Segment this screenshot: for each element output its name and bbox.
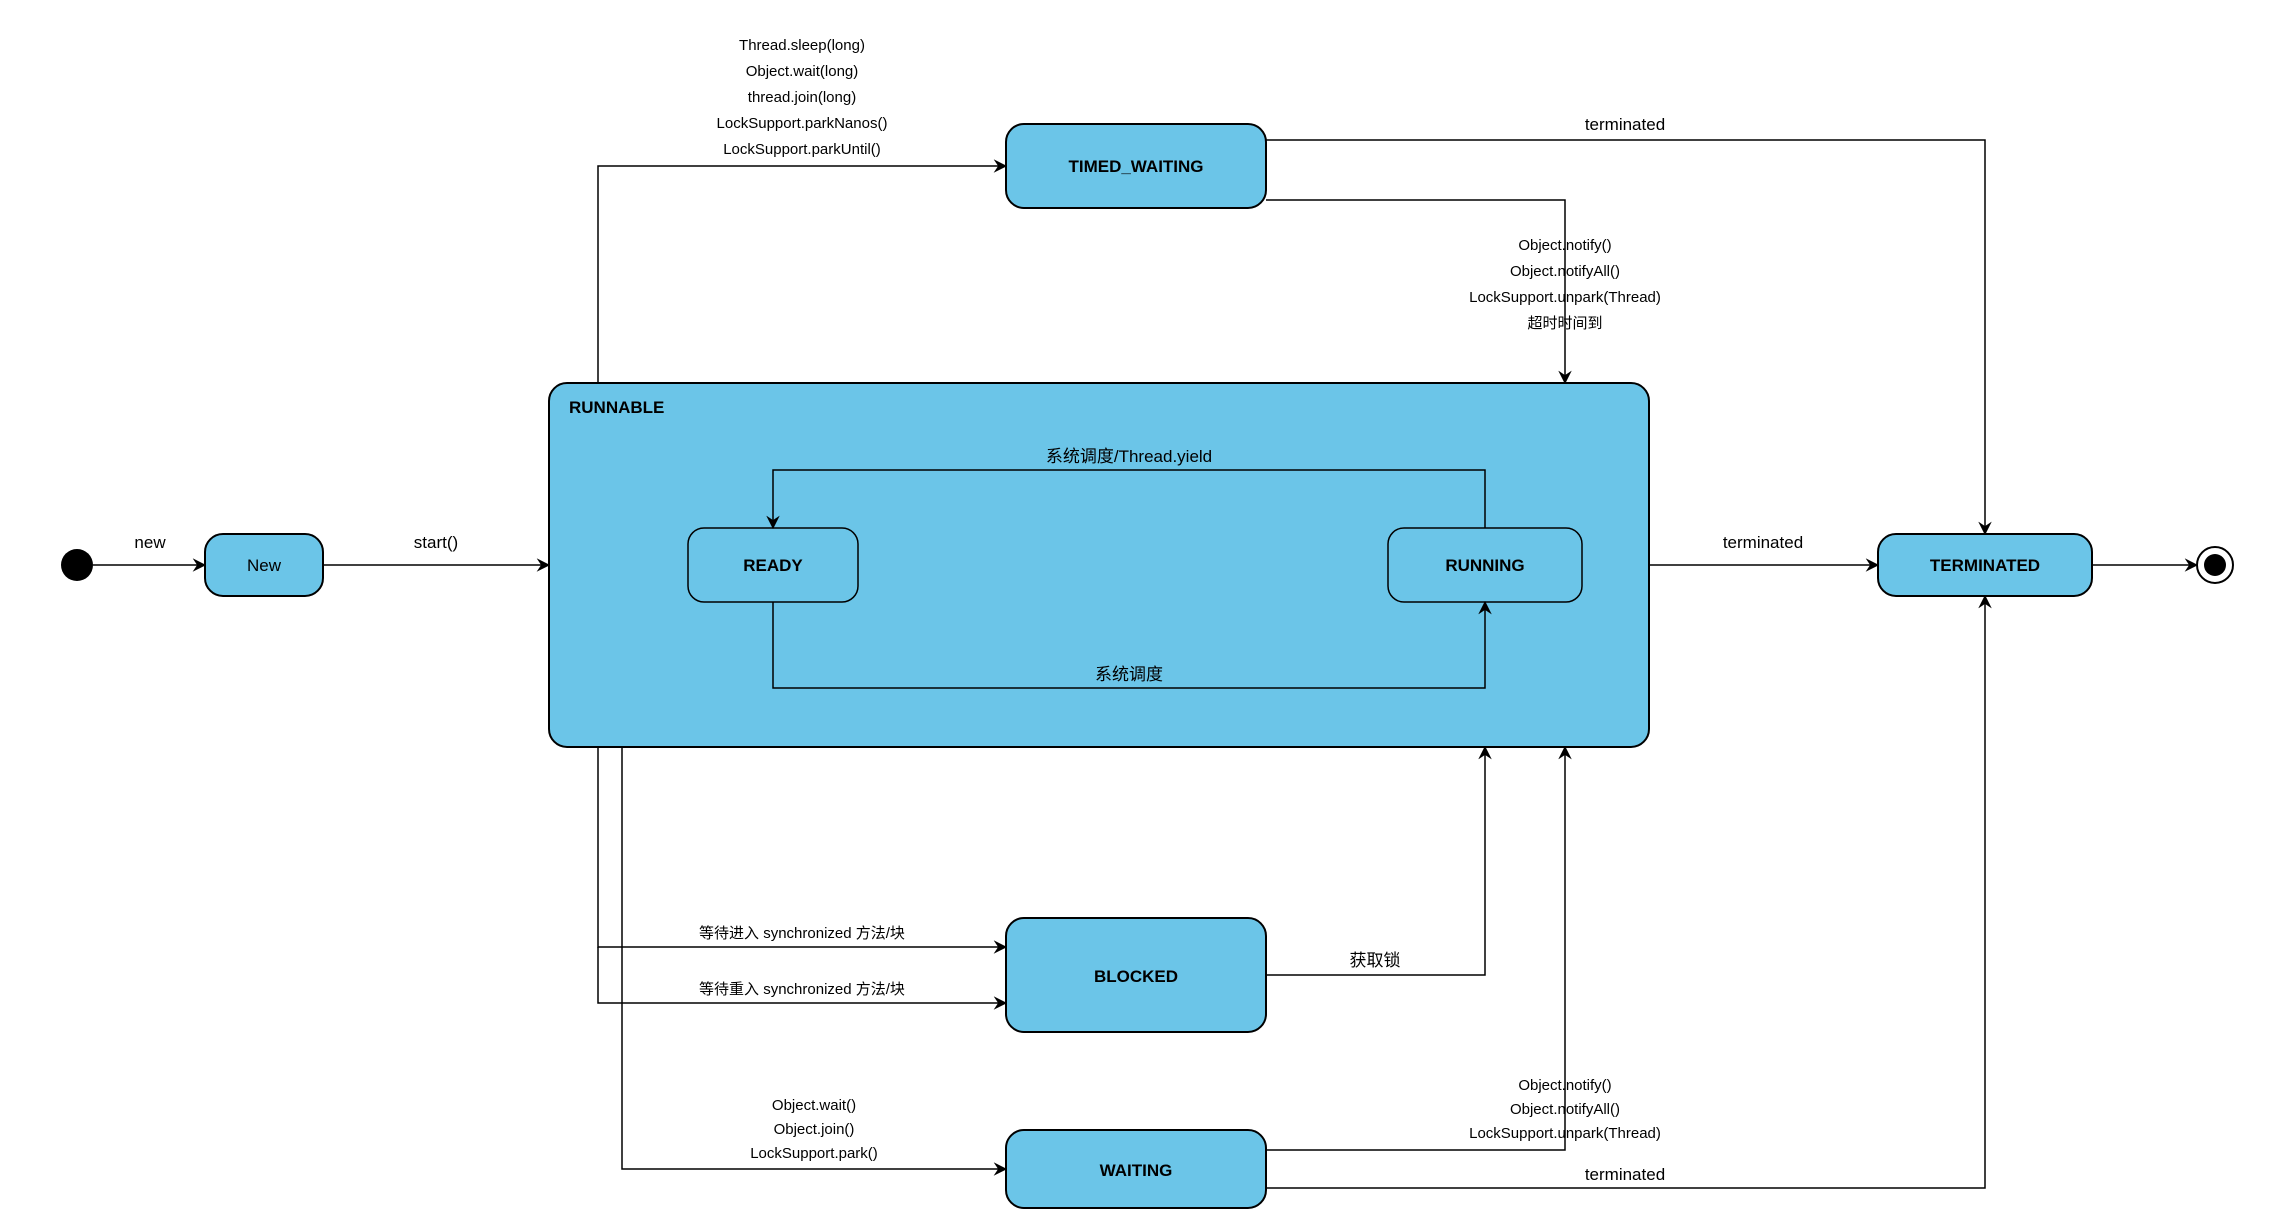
runnable-title: RUNNABLE [569, 398, 664, 417]
label-from-timed-2: Object.notifyAll() [1510, 263, 1620, 280]
label-wait-out3: LockSupport.unpark(Thread) [1469, 1125, 1661, 1142]
edge-runnable-blocked-1 [598, 747, 1006, 947]
label-sched: 系统调度 [1095, 665, 1163, 684]
label-wait-in3: LockSupport.park() [750, 1145, 878, 1162]
label-wait-in1: Object.wait() [772, 1097, 856, 1114]
label-wait-out2: Object.notifyAll() [1510, 1101, 1620, 1118]
ready-label: READY [743, 556, 803, 575]
label-yield: 系统调度/Thread.yield [1046, 447, 1212, 466]
label-from-timed-3: LockSupport.unpark(Thread) [1469, 289, 1661, 306]
label-waiting-term: terminated [1585, 1165, 1665, 1184]
label-from-timed-1: Object.notify() [1518, 237, 1611, 254]
label-wait-in2: Object.join() [774, 1121, 855, 1138]
edge-blocked-runnable [1266, 747, 1485, 975]
edge-runnable-timed [598, 166, 1006, 383]
running-label: RUNNING [1445, 556, 1524, 575]
label-new: new [134, 533, 166, 552]
terminated-label: TERMINATED [1930, 556, 2040, 575]
waiting-label: WAITING [1100, 1161, 1173, 1180]
label-to-timed-5: LockSupport.parkUntil() [723, 141, 881, 158]
label-wait-out1: Object.notify() [1518, 1077, 1611, 1094]
label-to-timed-4: LockSupport.parkNanos() [717, 115, 888, 132]
timed-waiting-label: TIMED_WAITING [1068, 157, 1203, 176]
label-to-timed-3: thread.join(long) [748, 89, 856, 106]
final-state [2197, 547, 2233, 583]
label-blk-in2: 等待重入 synchronized 方法/块 [699, 980, 905, 998]
label-to-timed-1: Thread.sleep(long) [739, 37, 865, 54]
thread-state-diagram: RUNNABLE READY RUNNING 系统调度/Thread.yield… [0, 0, 2278, 1220]
label-blk-in1: 等待进入 synchronized 方法/块 [699, 924, 905, 942]
label-start: start() [414, 533, 458, 552]
label-blk-out: 获取锁 [1350, 951, 1401, 970]
label-from-timed-4: 超时时间到 [1527, 315, 1602, 332]
label-timed-term: terminated [1585, 115, 1665, 134]
initial-state [61, 549, 93, 581]
label-to-timed-2: Object.wait(long) [746, 63, 859, 80]
label-term-center: terminated [1723, 533, 1803, 552]
blocked-label: BLOCKED [1094, 967, 1178, 986]
new-label: New [247, 556, 282, 575]
